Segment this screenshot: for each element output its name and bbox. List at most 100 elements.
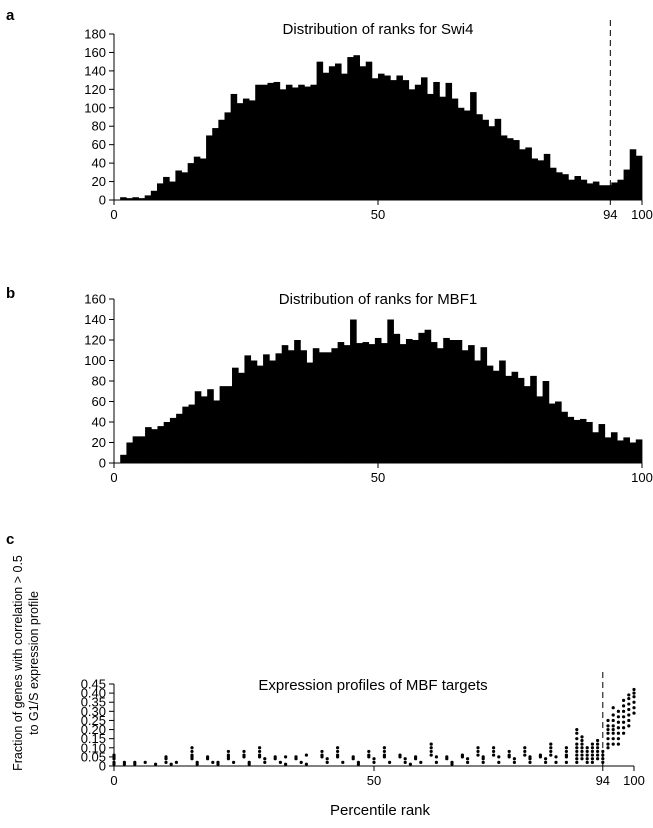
c-point	[211, 760, 215, 764]
a-bar	[304, 86, 311, 200]
b-y-tick-label: 160	[84, 292, 106, 307]
b-bar	[337, 342, 345, 463]
c-point	[133, 762, 137, 766]
c-point	[403, 760, 407, 764]
c-point	[273, 757, 277, 761]
panel-b: b Distribution of ranks for MBF1 0 20 40 60…	[6, 285, 653, 485]
a-bar	[568, 179, 575, 200]
c-point	[632, 695, 636, 699]
a-bar	[605, 185, 612, 200]
b-bar	[368, 344, 376, 463]
c-point	[190, 757, 194, 761]
b-bar	[610, 432, 618, 463]
a-y-tick-label: 160	[84, 45, 106, 60]
c-point	[596, 738, 600, 743]
a-bar	[341, 73, 348, 200]
a-bar	[378, 73, 385, 200]
panel-a-bars	[120, 55, 643, 201]
c-y-tick-label: 0.35	[81, 695, 106, 710]
a-bar	[206, 135, 213, 200]
b-bar	[405, 338, 413, 463]
a-bar	[242, 98, 250, 200]
c-point	[601, 749, 605, 754]
c-point	[382, 749, 386, 754]
c-point	[622, 709, 626, 713]
c-point	[585, 749, 589, 754]
c-point	[616, 731, 621, 735]
c-point	[429, 746, 433, 750]
c-point	[575, 737, 579, 741]
c-point	[429, 742, 433, 746]
c-y-tick-label: 0.15	[81, 731, 106, 746]
b-bar	[232, 367, 239, 463]
c-point	[596, 742, 600, 746]
a-bar	[175, 170, 182, 200]
a-y-tick-label: 120	[84, 82, 106, 97]
c-point	[585, 753, 589, 757]
c-point	[336, 755, 340, 759]
a-bar	[457, 107, 465, 200]
b-bar	[573, 419, 581, 463]
c-x-tick-label: 0	[110, 773, 117, 788]
panel-a-title: Distribution of ranks for Swi4	[283, 21, 474, 38]
a-bar	[420, 77, 428, 200]
panel-c-y-label-line1: Fraction of genes with correlation > 0.5	[11, 555, 25, 771]
c-point	[580, 757, 584, 761]
a-y-tick-label: 180	[84, 27, 106, 42]
b-y-tick-label: 120	[84, 333, 106, 348]
c-point	[606, 737, 610, 741]
c-point	[622, 715, 626, 719]
c-point	[523, 753, 527, 757]
c-point	[606, 746, 610, 750]
b-bar	[399, 344, 407, 463]
c-point	[632, 700, 636, 704]
b-bar	[145, 427, 152, 464]
a-bar	[187, 163, 195, 200]
c-point	[611, 731, 615, 735]
a-bar	[230, 93, 238, 200]
c-y-tick-label: 0.25	[81, 713, 106, 728]
a-bar	[592, 181, 600, 200]
c-point	[528, 757, 532, 761]
c-point	[616, 720, 621, 724]
c-point	[382, 755, 386, 759]
c-point	[611, 706, 615, 710]
b-bar	[356, 343, 363, 463]
c-point	[434, 755, 438, 759]
c-point	[258, 755, 262, 759]
a-bar	[611, 182, 618, 200]
panel-a-y-ticks: 0 20 40 60 80 100 120 140 160 180	[84, 27, 114, 208]
c-point	[632, 687, 636, 692]
c-point	[336, 749, 340, 754]
b-bar	[499, 360, 506, 463]
a-bar	[310, 84, 318, 200]
b-bar	[176, 413, 183, 463]
a-bar	[132, 197, 139, 200]
c-point	[372, 757, 376, 761]
c-point	[258, 746, 262, 750]
panel-c-points	[112, 687, 636, 766]
a-bar	[494, 118, 502, 200]
b-bar	[412, 340, 419, 463]
a-bar	[335, 63, 342, 201]
b-bar	[275, 353, 283, 463]
a-bar	[328, 66, 336, 200]
c-point	[627, 707, 631, 712]
a-bar	[390, 80, 397, 200]
b-bar	[505, 375, 512, 464]
a-bar	[537, 160, 545, 200]
a-bar	[273, 81, 281, 200]
c-point	[341, 760, 345, 764]
c-point	[226, 749, 230, 754]
c-point	[538, 755, 543, 759]
c-point	[320, 749, 324, 754]
b-bar	[530, 375, 537, 464]
b-bar	[555, 401, 562, 463]
c-point	[580, 749, 584, 754]
b-bar	[474, 360, 481, 463]
c-point	[580, 753, 584, 757]
b-bar	[461, 350, 469, 463]
b-bar	[151, 429, 158, 463]
c-point	[627, 696, 631, 701]
c-point	[294, 757, 298, 761]
